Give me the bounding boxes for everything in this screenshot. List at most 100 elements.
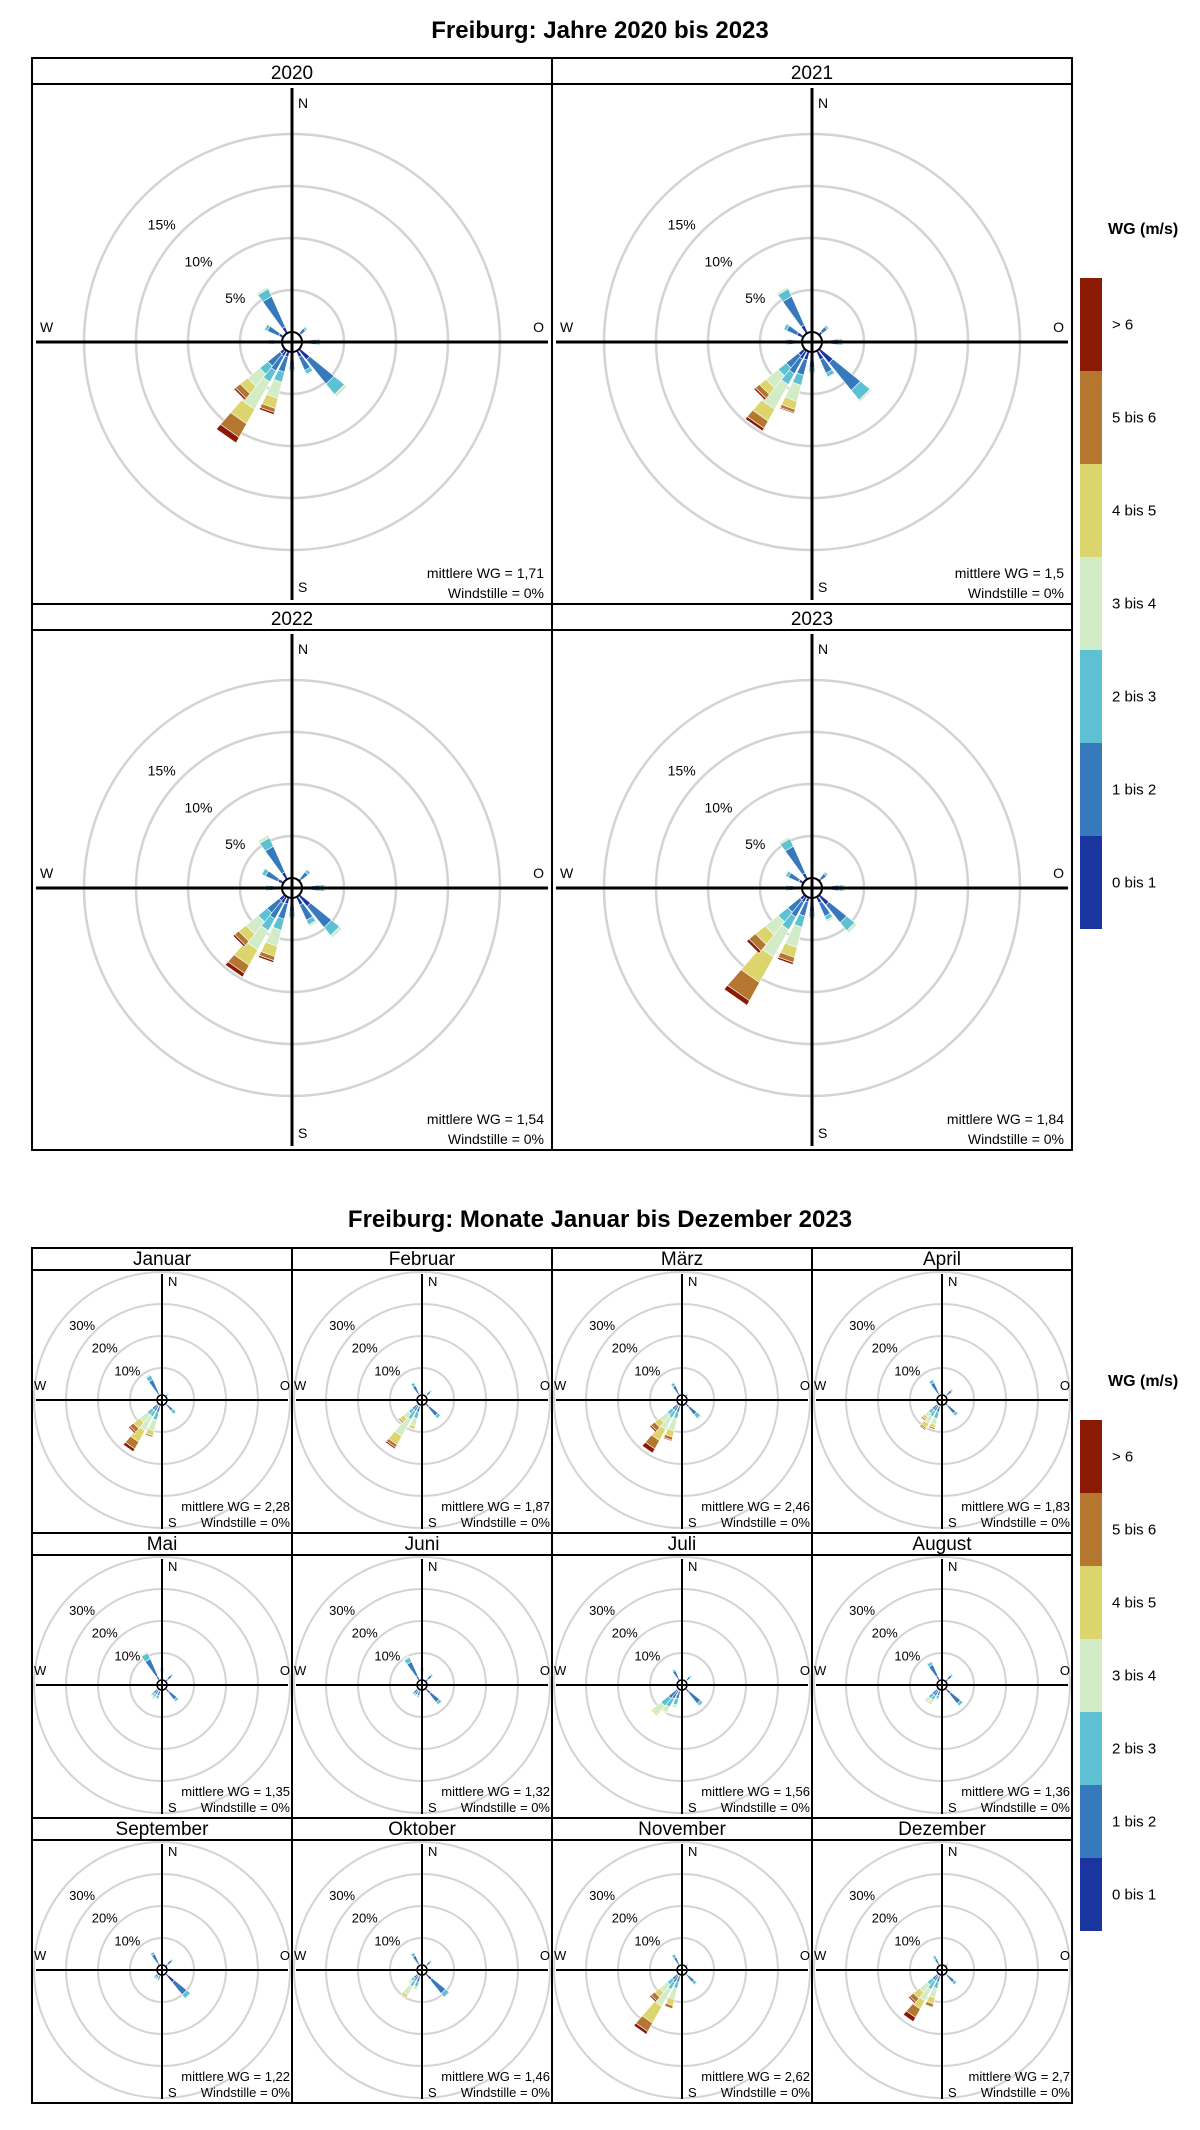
windrose-panel-juni: Juni N S W O 10% 20% 30% mittlere WG = 1,32Winds… — [291, 1532, 553, 1819]
rose-segment — [169, 1958, 174, 1963]
calm-text: Windstille = 0% — [721, 2085, 811, 2100]
rose-segment — [784, 869, 789, 877]
compass-south: S — [428, 1800, 437, 1815]
legend-swatch — [1080, 1566, 1102, 1639]
compass-west: W — [40, 319, 54, 335]
mean-windspeed-text: mittlere WG = 1,87 — [441, 1499, 550, 1514]
compass-south: S — [948, 1515, 957, 1530]
plot-area: N S W O 10% 20% 30% mittlere WG = 2,46Windstill… — [553, 1271, 811, 1530]
rose-segment — [428, 1389, 433, 1394]
plot-area: N S W O 10% 20% 30% mittlere WG = 1,22Windstill… — [33, 1841, 291, 2100]
mean-windspeed-text: mittlere WG = 1,56 — [701, 1784, 810, 1799]
windrose-panel-april: April N S W O 10% 20% 30% mittlere WG = 1,83Wind… — [811, 1247, 1073, 1534]
radial-tick-label: 20% — [92, 1341, 118, 1356]
compass-east: O — [1060, 1378, 1070, 1393]
radial-tick-label: 10% — [114, 1933, 140, 1948]
rose-segment — [902, 2010, 917, 2023]
radial-tick-label: 5% — [745, 836, 765, 852]
plot-area: N S W O 10% 20% 30% mittlere WG = 1,83Windstill… — [813, 1271, 1071, 1530]
radial-tick-label: 10% — [894, 1933, 920, 1948]
rose-segment — [649, 1424, 658, 1433]
legend-label: 3 bis 4 — [1112, 596, 1156, 613]
compass-east: O — [533, 319, 544, 335]
compass-east: O — [540, 1663, 550, 1678]
windrose-panel-2022: 2022 N S W O 5% 10% 15% mittlere WG = 1,54 Windst… — [31, 603, 553, 1151]
calm-text: Windstille = 0% — [461, 2085, 551, 2100]
rose-segment — [149, 1950, 155, 1955]
legend-label: 4 bis 5 — [1112, 503, 1156, 520]
rose-segment — [953, 1981, 959, 1987]
panel-strip-label: 2023 — [791, 609, 833, 630]
panel-strip-label: November — [638, 1819, 726, 1840]
compass-east: O — [800, 1663, 810, 1678]
rose-segment — [846, 922, 858, 934]
rose-segment — [256, 286, 269, 296]
rose-segment — [260, 867, 266, 875]
windrose-panel-september: September N S W O 10% 20% 30% mittlere WG = 1,22… — [31, 1817, 293, 2104]
rose-segment — [698, 1701, 705, 1708]
rose-segment — [184, 1992, 192, 2000]
compass-south: S — [948, 1800, 957, 1815]
compass-south: S — [688, 1515, 697, 1530]
rose-segment — [686, 1962, 690, 1966]
plot-area: N S W O 10% 20% 30% mittlere WG = 2,62Windstill… — [553, 1841, 811, 2100]
plot-area: N S W O 10% 20% 30% mittlere WG = 1,56Windstill… — [553, 1556, 811, 1815]
rose-segment — [633, 2022, 649, 2035]
compass-east: O — [533, 865, 544, 881]
rose-segment — [304, 325, 309, 330]
compass-east: O — [280, 1948, 290, 1963]
windrose-panel-august: August N S W O 10% 20% 30% mittlere WG = 1,36Win… — [811, 1532, 1073, 1819]
compass-east: O — [540, 1948, 550, 1963]
legend-label: > 6 — [1112, 1449, 1133, 1466]
plot-area: N S W O 10% 20% 30% mittlere WG = 1,46Windstill… — [293, 1841, 551, 2100]
compass-west: W — [34, 1378, 47, 1393]
radial-tick-label: 10% — [634, 1933, 660, 1948]
mean-windspeed-text: mittlere WG = 1,83 — [961, 1499, 1070, 1514]
compass-north: N — [948, 1559, 957, 1574]
compass-north: N — [818, 641, 828, 657]
plot-area: N S W O 10% 20% 30% mittlere WG = 1,87Windstill… — [293, 1271, 551, 1530]
legend-label: 0 bis 1 — [1112, 1887, 1156, 1904]
legend-swatch — [1080, 1785, 1102, 1858]
panel-strip-label: März — [661, 1249, 703, 1270]
legend-label: 4 bis 5 — [1112, 1595, 1156, 1612]
rose-segment — [827, 372, 836, 379]
radial-tick-label: 20% — [352, 1341, 378, 1356]
windrose-panel-2020: 2020 N S W O 5% 10% 15% mittlere WG = 1,71 Windst… — [31, 57, 553, 605]
radial-tick-label: 5% — [225, 836, 245, 852]
compass-south: S — [298, 1125, 307, 1141]
radial-tick-label: 5% — [745, 290, 765, 306]
mean-windspeed-text: mittlere WG = 1,22 — [181, 2069, 290, 2084]
legend-label: 3 bis 4 — [1112, 1668, 1156, 1685]
calm-text: Windstille = 0% — [981, 2085, 1071, 2100]
mean-windspeed-text: mittlere WG = 1,32 — [441, 1784, 550, 1799]
radial-tick-label: 10% — [184, 253, 212, 269]
panel-strip-label: Dezember — [898, 1819, 986, 1840]
radial-tick-label: 10% — [894, 1363, 920, 1378]
windrose-panel-november: November N S W O 10% 20% 30% mittlere WG = 2,62W… — [551, 1817, 813, 2104]
panel-strip-label: Juni — [405, 1534, 440, 1555]
rose-segment — [934, 1697, 939, 1701]
rose-segment — [308, 920, 318, 928]
mean-windspeed-text: mittlere WG = 2,28 — [181, 1499, 290, 1514]
rose-segment — [776, 956, 794, 966]
rose-segment — [428, 1959, 433, 1964]
panel-strip-label: Februar — [389, 1249, 456, 1270]
rose-segment — [641, 1441, 656, 1454]
mean-windspeed-text: mittlere WG = 2,7 — [969, 2069, 1071, 2084]
panel-strip-label: Januar — [133, 1249, 192, 1270]
radial-tick-label: 10% — [114, 1648, 140, 1663]
annual-title: Freiburg: Jahre 2020 bis 2023 — [431, 17, 769, 44]
legend-label: 5 bis 6 — [1112, 410, 1156, 427]
rose-segment — [923, 1698, 929, 1704]
rose-segment — [152, 1976, 156, 1980]
rose-segment — [925, 1660, 932, 1665]
rose-segment — [693, 1981, 699, 1987]
rose-segment — [257, 954, 275, 964]
calm-text: Windstille = 0% — [968, 1131, 1064, 1147]
rose-segment — [670, 1952, 676, 1957]
rose-segment — [407, 1980, 412, 1985]
legend-swatch — [1080, 1858, 1102, 1931]
